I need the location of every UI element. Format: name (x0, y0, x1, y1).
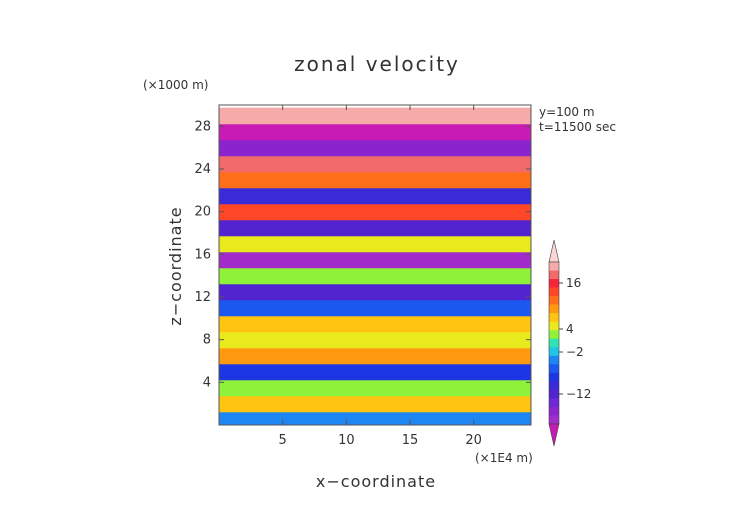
colorbar-segment (549, 262, 559, 271)
heatmap-band (219, 123, 531, 141)
x-axis-ticks: 5 10 15 20 (279, 105, 482, 448)
heatmap-field (219, 107, 531, 425)
heatmap-band (219, 395, 531, 413)
y-axis-label: z−coordinate (166, 206, 185, 325)
y-tick-label: 12 (194, 290, 211, 305)
colorbar-tick-label: −12 (566, 387, 591, 401)
heatmap-band (219, 299, 531, 317)
annotation-time: t=11500 sec (539, 120, 616, 134)
plot-frame (218, 104, 532, 426)
colorbar-segment (549, 347, 559, 357)
heatmap-bands (219, 107, 531, 425)
colorbar-top-arrow (548, 239, 560, 263)
colorbar-segment (549, 415, 559, 425)
heatmap-band (219, 347, 531, 365)
colorbar-segment (549, 279, 559, 288)
colorbar-bottom-arrow (548, 423, 560, 447)
x-tick-label: 5 (279, 433, 287, 448)
y-tick-label: 8 (203, 333, 211, 348)
colorbar-segment (549, 355, 559, 365)
colorbar-segment (549, 313, 559, 322)
heatmap-band (219, 267, 531, 285)
x-tick-label: 20 (465, 433, 482, 448)
y-tick-label: 20 (194, 205, 211, 220)
colorbar-segment (549, 372, 559, 382)
heatmap-band (219, 251, 531, 269)
colorbar-segment (549, 296, 559, 305)
colorbar-segment (549, 364, 559, 374)
heatmap-band (219, 283, 531, 301)
heatmap-band (219, 219, 531, 237)
y-tick-label: 28 (194, 119, 211, 134)
colorbar-tick-label: 16 (566, 276, 581, 290)
heatmap-band (219, 379, 531, 397)
colorbar-segment (549, 389, 559, 399)
y-tick-label: 4 (203, 375, 211, 390)
colorbar-segment (549, 406, 559, 416)
colorbar-segment (549, 381, 559, 391)
y-tick-label: 24 (194, 162, 211, 177)
x-unit-label: (×1E4 m) (475, 451, 533, 465)
heatmap-band (219, 411, 531, 425)
y-unit-label: (×1000 m) (143, 78, 208, 92)
y-tick-label: 16 (194, 247, 211, 262)
colorbar-segment (549, 338, 559, 348)
x-axis-label: x−coordinate (316, 472, 436, 491)
heatmap-band (219, 139, 531, 157)
heatmap-band (219, 187, 531, 205)
heatmap-band (219, 203, 531, 221)
colorbar-segment (549, 287, 559, 297)
colorbar-tick-label: 4 (566, 322, 574, 336)
colorbar-segment (549, 270, 559, 280)
heatmap-band (219, 107, 531, 125)
x-tick-label: 15 (402, 433, 419, 448)
heatmap-band (219, 315, 531, 333)
colorbar-segments (548, 239, 560, 447)
colorbar-tick-label: −2 (566, 345, 584, 359)
x-tick-label: 10 (338, 433, 355, 448)
colorbar: 16 4 −2 −12 (548, 239, 591, 447)
heatmap-band (219, 171, 531, 189)
heatmap-band (219, 155, 531, 173)
y-axis-ticks: 4 8 12 16 20 24 28 (194, 119, 531, 390)
colorbar-frame (548, 261, 560, 425)
chart-title: zonal velocity (294, 52, 460, 76)
heatmap-band (219, 235, 531, 253)
heatmap-band (219, 363, 531, 381)
colorbar-segment (549, 398, 559, 408)
annotation-y-position: y=100 m (539, 105, 595, 119)
heatmap-band (219, 331, 531, 349)
colorbar-segment (549, 330, 559, 340)
colorbar-segment (549, 321, 559, 331)
colorbar-segment (549, 304, 559, 314)
colorbar-ticks (559, 282, 563, 395)
